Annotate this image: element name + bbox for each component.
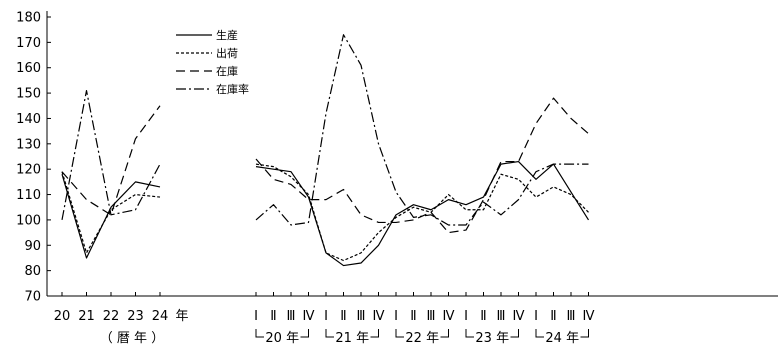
y-tick-label: 170 (16, 36, 41, 51)
year-bracket-right (300, 329, 309, 338)
series-lines (61, 34, 590, 267)
series-line-quarterly (255, 160, 590, 267)
x-tick-label-quarter: Ⅰ (534, 309, 538, 324)
x-tick-label-quarter: Ⅳ (303, 309, 315, 324)
x-tick-label-quarter: Ⅲ (567, 309, 576, 324)
x-group-label-quarter: 23 年 (475, 331, 509, 346)
x-tick-label-quarter: Ⅲ (287, 309, 296, 324)
series-line-quarterly (255, 34, 589, 226)
x-group-label-quarter: 24 年 (545, 331, 579, 346)
series-line-annual (61, 89, 161, 221)
x-tick-label-quarter: Ⅳ (443, 309, 455, 324)
year-bracket-right (370, 329, 379, 338)
x-tick-label-quarter: Ⅰ (394, 309, 398, 324)
x-tick-label-quarter: Ⅰ (254, 309, 258, 324)
x-tick-label-annual: 24 (152, 309, 169, 324)
y-tick-label: 70 (24, 290, 41, 305)
x-unit-label: 年 (175, 309, 188, 324)
x-tick-label-quarter: Ⅱ (550, 309, 556, 324)
series-line-quarterly (255, 97, 589, 234)
x-tick-label-quarter: Ⅱ (270, 309, 276, 324)
year-bracket-left (535, 329, 544, 338)
x-tick-label-quarter: Ⅳ (583, 309, 595, 324)
y-tick-label: 150 (16, 87, 41, 102)
y-tick-label: 80 (24, 264, 41, 279)
x-group-label-quarter: 22 年 (405, 331, 439, 346)
x-tick-label-annual: 22 (103, 309, 120, 324)
x-tick-label-quarter: Ⅲ (497, 309, 506, 324)
year-bracket-left (325, 329, 334, 338)
year-bracket-left (255, 329, 264, 338)
series-line-quarterly (255, 163, 589, 262)
x-tick-label-quarter: Ⅲ (427, 309, 436, 324)
year-bracket-right (580, 329, 589, 338)
y-tick-label: 160 (16, 61, 41, 76)
x-group-label-annual: （ 暦 年 ） (100, 331, 164, 346)
legend-label: 生産 (216, 28, 238, 42)
series-line-annual (61, 105, 161, 216)
x-tick-label-quarter: Ⅳ (513, 309, 525, 324)
y-tick-label: 100 (16, 213, 41, 228)
x-tick-label-quarter: Ⅱ (480, 309, 486, 324)
legend-label: 在庫率 (216, 82, 249, 96)
x-tick-label-annual: 23 (127, 309, 144, 324)
year-bracket-right (440, 329, 449, 338)
x-group-label-quarter: 20 年 (265, 331, 299, 346)
x-tick-label-quarter: Ⅱ (340, 309, 346, 324)
y-tick-labels: 70 80 90 100 110 120 130 140 150 160 170 180 (16, 11, 41, 305)
y-tick-label: 120 (16, 163, 41, 178)
year-bracket-left (465, 329, 474, 338)
axes (46, 11, 778, 297)
series-line-annual (61, 174, 161, 259)
year-bracket-left (395, 329, 404, 338)
y-tick-label: 130 (16, 137, 41, 152)
x-tick-label-annual: 21 (78, 309, 95, 324)
x-tick-label-quarter: Ⅱ (410, 309, 416, 324)
legend-label: 出荷 (216, 46, 238, 60)
y-tick-label: 180 (16, 11, 41, 26)
series-line-annual (61, 171, 161, 254)
x-tick-label-quarter: Ⅲ (357, 309, 366, 324)
x-tick-label-quarter: Ⅰ (324, 309, 328, 324)
y-tick-label: 140 (16, 112, 41, 127)
y-tick-label: 110 (16, 188, 41, 203)
year-bracket-right (510, 329, 519, 338)
legend-label: 在庫 (216, 64, 238, 78)
y-tick-label: 90 (24, 239, 41, 254)
x-group-label-quarter: 21 年 (335, 331, 369, 346)
x-tick-label-quarter: Ⅳ (373, 309, 385, 324)
x-tick-label-quarter: Ⅰ (464, 309, 468, 324)
x-tick-label-annual: 20 (54, 309, 71, 324)
